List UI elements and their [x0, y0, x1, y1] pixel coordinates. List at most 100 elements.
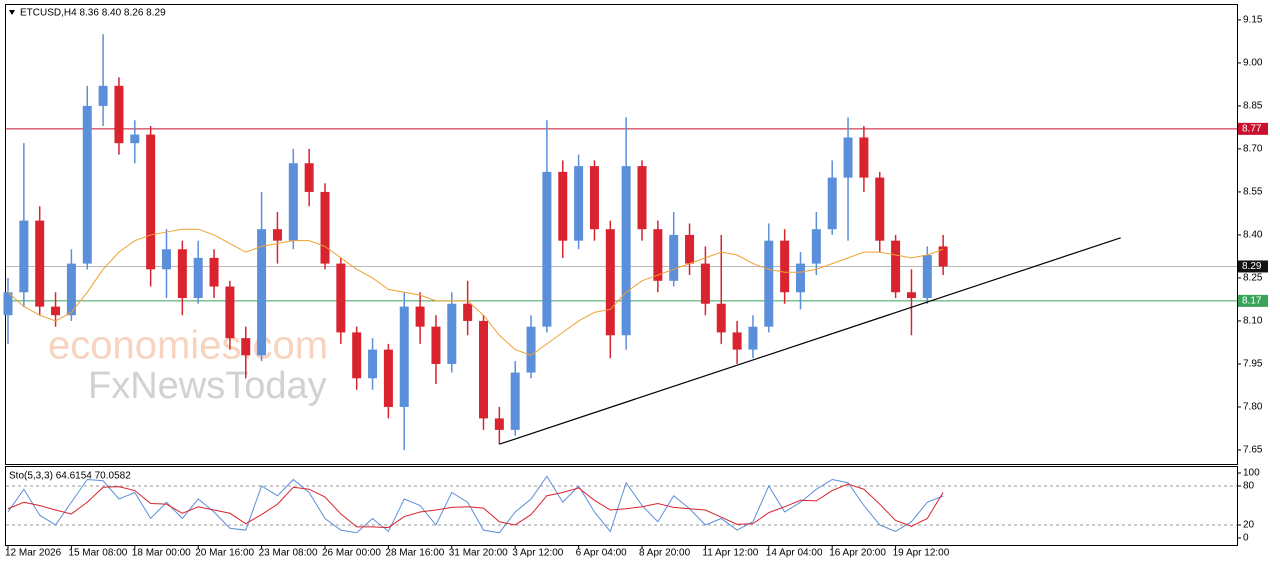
price-label-box [1238, 122, 1268, 135]
candle-body [811, 229, 821, 264]
candle-body [51, 306, 61, 316]
x-tick-label: 19 Apr 12:00 [893, 548, 950, 559]
watermark: economies.com [48, 324, 328, 368]
candle-body [257, 229, 267, 356]
candle-body [19, 220, 29, 293]
candle-body [906, 292, 916, 299]
x-tick-label: 15 Mar 08:00 [68, 548, 127, 559]
candle-body [162, 249, 171, 270]
candle-body [669, 234, 679, 281]
price-label: 8.17 [1242, 296, 1262, 307]
candle-body [653, 229, 663, 281]
price-label: 8.77 [1242, 123, 1262, 134]
candle-body [3, 292, 13, 316]
x-tick-label: 8 Apr 20:00 [639, 548, 691, 559]
candle-body [336, 263, 346, 333]
x-tick-label: 20 Mar 16:00 [195, 548, 254, 559]
candle-body [716, 303, 726, 333]
y-tick-label: 0 [1243, 533, 1249, 544]
y-tick-label: 8.55 [1243, 187, 1263, 198]
moving-average [7, 228, 944, 356]
candle-body [764, 240, 774, 327]
menu-arrow[interactable] [9, 10, 15, 15]
candle-body [431, 326, 441, 364]
price-label-box [1238, 294, 1268, 307]
candle-body [288, 163, 298, 241]
candle-body [209, 257, 219, 287]
candle-body [130, 134, 140, 144]
x-tick-label: 11 Apr 12:00 [702, 548, 758, 559]
candle-body [574, 166, 584, 241]
candle-body [922, 254, 932, 299]
candle-body [66, 263, 76, 316]
indicator-title: Sto(5,3,3) 64.6154 70.0582 [9, 471, 131, 482]
candle-body [383, 349, 393, 407]
candle-body [589, 166, 599, 230]
stochastic-line [7, 475, 944, 534]
candle-body [146, 134, 156, 270]
candle-body [304, 163, 314, 192]
x-tick-label: 31 Mar 20:00 [449, 548, 508, 559]
candle-body [732, 332, 742, 350]
stochastic-panel [5, 466, 1238, 546]
y-tick-label: 8.25 [1243, 273, 1263, 284]
candle-body [241, 338, 251, 356]
candle-body [114, 85, 124, 144]
y-tick-label: 7.80 [1243, 402, 1263, 413]
candle-body [621, 166, 631, 336]
candle-body [526, 326, 536, 373]
y-tick-label: 80 [1243, 481, 1255, 492]
candle-body [843, 137, 853, 178]
candle-body [98, 85, 108, 106]
candle-body [542, 171, 552, 327]
y-tick-label: 100 [1243, 468, 1260, 479]
candle-body [399, 306, 409, 407]
candle-body [827, 177, 837, 230]
candle-body [938, 246, 948, 267]
candle-body [780, 240, 790, 293]
x-tick-label: 12 Mar 2026 [5, 548, 62, 559]
x-tick-label: 23 Mar 08:00 [259, 548, 318, 559]
candle-body [463, 303, 473, 321]
candle-body [558, 171, 568, 241]
candle-body [479, 320, 488, 419]
x-tick-label: 26 Mar 00:00 [322, 548, 381, 559]
watermark: FxNewsToday [88, 365, 327, 407]
x-tick-label: 14 Apr 04:00 [766, 548, 823, 559]
candle-body [796, 263, 805, 293]
x-tick-label: 3 Apr 12:00 [512, 548, 564, 559]
y-tick-label: 20 [1243, 520, 1255, 531]
candle-body [891, 240, 901, 293]
candle-body [859, 137, 869, 178]
y-tick-label: 7.65 [1243, 445, 1263, 456]
candle-body [82, 105, 92, 264]
x-tick-label: 16 Apr 20:00 [829, 548, 886, 559]
candle-body [320, 191, 330, 264]
candle-body [352, 332, 362, 379]
candle-body [415, 306, 425, 327]
y-tick-label: 8.85 [1243, 101, 1263, 112]
candle-body [494, 418, 504, 430]
y-tick-label: 8.70 [1243, 144, 1263, 155]
candle-body [510, 372, 520, 430]
y-tick-label: 8.10 [1243, 316, 1263, 327]
price-label-box [1238, 260, 1268, 273]
y-tick-label: 9.15 [1243, 15, 1263, 26]
trendline [499, 237, 1121, 445]
candle-body [272, 229, 282, 241]
candle-body [875, 177, 885, 241]
y-tick-label: 9.00 [1243, 58, 1263, 69]
candle-body [748, 326, 758, 350]
candle-body [700, 263, 710, 304]
price-label: 8.29 [1242, 261, 1262, 272]
candle-body [368, 349, 378, 379]
candle-body [225, 286, 235, 339]
candle-body [637, 166, 647, 230]
candle-body [605, 229, 615, 336]
y-tick-label: 7.95 [1243, 359, 1263, 370]
stochastic-line [7, 483, 944, 529]
candle-body [35, 220, 45, 307]
x-tick-label: 6 Apr 04:00 [576, 548, 628, 559]
candle-body [447, 303, 457, 364]
